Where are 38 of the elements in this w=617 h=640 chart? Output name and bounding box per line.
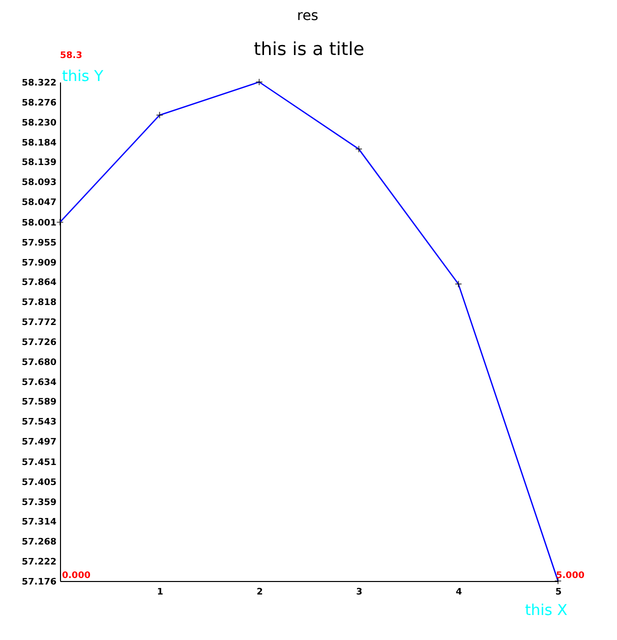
y-tick-label: 58.047 — [22, 198, 56, 208]
chart-title: this is a title — [254, 39, 364, 60]
x-axis-title: this X — [525, 601, 568, 619]
x-tick-label: 3 — [356, 588, 362, 598]
y-tick-label: 58.139 — [22, 158, 56, 168]
x-tick-label: 5 — [555, 588, 562, 598]
y-tick-label: 58.230 — [22, 118, 56, 129]
x-tick-label: 2 — [256, 588, 263, 598]
y-tick-label: 57.909 — [22, 258, 56, 268]
y-tick-label: 58.093 — [22, 178, 56, 188]
annotation: 0.000 — [62, 571, 90, 581]
y-tick-label: 57.268 — [22, 537, 56, 548]
text: 58.3 — [60, 51, 82, 61]
y-tick-label: 57.497 — [22, 438, 56, 448]
y-tick-label: 57.451 — [22, 458, 56, 468]
y-tick-label: 57.222 — [22, 557, 56, 568]
y-tick-label: 57.772 — [22, 318, 56, 328]
y-tick-label: 57.359 — [22, 498, 56, 508]
y-tick-label: 57.543 — [22, 418, 56, 428]
y-tick-label: 57.818 — [22, 298, 56, 308]
text: res — [297, 8, 318, 24]
y-tick-label: 57.176 — [22, 578, 56, 588]
y-tick-label: 58.322 — [22, 78, 56, 88]
y-axis-title: this Y — [62, 67, 104, 85]
y-tick-label: 57.955 — [22, 238, 56, 248]
y-tick-label: 57.680 — [22, 358, 56, 368]
y-tick-label: 58.184 — [22, 138, 56, 149]
y-tick-label: 57.726 — [22, 338, 56, 348]
annotation: 5.000 — [556, 571, 584, 581]
y-tick-label: 58.276 — [22, 98, 56, 109]
y-tick-label: 57.634 — [22, 378, 56, 388]
x-tick-label: 1 — [156, 588, 164, 598]
y-tick-label: 57.864 — [22, 278, 56, 288]
x-tick-label: 4 — [456, 588, 462, 598]
y-tick-label: 57.589 — [22, 398, 56, 408]
y-tick-label: 57.314 — [22, 517, 56, 528]
y-tick-label: 57.405 — [22, 478, 56, 488]
y-tick-label: 58.001 — [22, 218, 56, 228]
